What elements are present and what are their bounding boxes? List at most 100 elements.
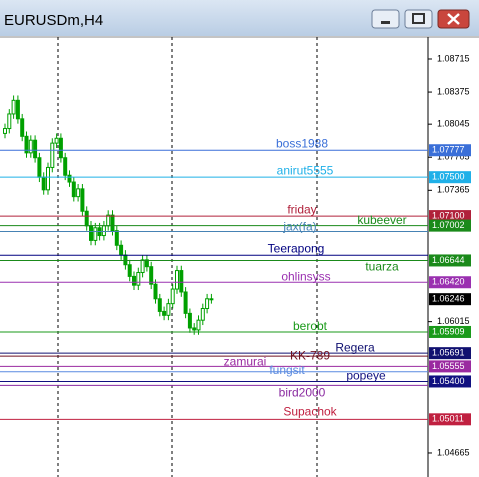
candle-body: [106, 214, 111, 227]
candle-body: [63, 157, 68, 176]
candle-body: [20, 118, 25, 137]
candle-body: [7, 113, 12, 130]
candle-body: [166, 303, 171, 316]
price-box-label: 1.06644: [432, 255, 465, 265]
candle-body: [33, 139, 38, 159]
candle-body: [200, 308, 205, 321]
candle-body: [136, 272, 141, 286]
candle-body: [67, 174, 72, 183]
candle-body: [28, 139, 33, 154]
y-tick-label: 1.08715: [437, 53, 470, 63]
price-box: [429, 171, 471, 184]
candle-body: [84, 210, 89, 227]
candle-body: [140, 259, 145, 274]
current-price-box: [429, 293, 471, 306]
candle-body: [123, 254, 128, 266]
line-label: jax(fa): [282, 220, 316, 234]
line-label: KK-789: [290, 348, 330, 362]
candle-body: [54, 137, 59, 144]
line-label: popeye: [346, 369, 386, 383]
candle-body: [157, 298, 162, 312]
y-tick-label: 1.08375: [437, 86, 470, 96]
candle-body: [183, 291, 188, 314]
price-box: [429, 144, 471, 157]
minimize-icon: [381, 21, 390, 24]
candle-body: [24, 135, 29, 154]
line-label: tuarza: [365, 260, 399, 274]
price-box-label: 1.05691: [432, 348, 465, 358]
price-box-label: 1.07100: [432, 210, 465, 220]
candle-body: [179, 270, 184, 293]
line-label: kubeever: [357, 213, 406, 227]
candle-body: [132, 275, 136, 286]
candle-body: [89, 225, 93, 241]
line-label: anirut5555: [277, 163, 334, 177]
price-box: [429, 210, 471, 223]
candle-body: [127, 264, 132, 277]
window-title: EURUSDm,H4: [4, 12, 103, 29]
candle-body: [41, 176, 46, 191]
line-label: zamurai: [224, 355, 267, 369]
candle-body: [144, 259, 149, 268]
candle-body: [46, 166, 50, 191]
candle-body: [119, 244, 124, 256]
candle-body: [76, 188, 81, 198]
line-label: friday: [287, 202, 316, 216]
restore-button[interactable]: [404, 9, 433, 29]
y-tick-label: 1.04665: [437, 447, 470, 457]
candle-body: [101, 225, 106, 237]
candle-body: [58, 137, 63, 159]
candle-body: [37, 157, 42, 178]
price-box: [429, 413, 471, 426]
y-tick-label: 1.07365: [437, 185, 470, 195]
candle-body: [205, 298, 210, 310]
line-label: Regera: [335, 340, 375, 354]
price-box: [429, 325, 471, 338]
candle-body: [50, 142, 55, 168]
y-tick-label: 1.07705: [437, 152, 470, 162]
candle-body: [80, 188, 85, 212]
candle-body: [110, 214, 115, 232]
line-label: bird2000: [279, 386, 326, 400]
current-price-label: 1.06246: [432, 294, 465, 304]
line-label: Supachok: [283, 404, 337, 418]
line-label: fungsit: [269, 363, 305, 377]
price-box: [429, 219, 471, 232]
candle-body: [71, 181, 76, 198]
candle-body: [93, 227, 98, 241]
y-tick-label: 1.08045: [437, 119, 470, 129]
line-label: boss1988: [276, 136, 328, 150]
price-box: [429, 254, 471, 267]
candle-body: [187, 312, 192, 329]
price-box-label: 1.07002: [432, 220, 465, 230]
candle-body: [149, 266, 154, 285]
candle-body: [15, 99, 20, 120]
price-box-label: 1.05011: [432, 414, 464, 424]
candle-body: [153, 283, 158, 300]
candle-body: [196, 319, 201, 331]
y-tick-label: 1.06015: [437, 316, 470, 326]
line-label: berobt: [293, 319, 328, 333]
price-box-label: 1.05555: [432, 361, 465, 371]
line-label: Teerapong: [268, 241, 325, 255]
window-buttons[interactable]: [371, 9, 470, 29]
candle-body: [209, 298, 214, 301]
price-box-label: 1.05400: [432, 376, 465, 386]
candle-body: [3, 128, 7, 134]
candle-body: [170, 288, 175, 305]
candle-body: [162, 310, 167, 316]
restore-icon: [412, 13, 425, 24]
price-box-label: 1.07500: [432, 172, 465, 182]
candle-body: [175, 270, 179, 290]
price-box: [429, 375, 471, 388]
line-label: ohlinsyss: [281, 269, 330, 283]
close-icon: [447, 13, 460, 25]
price-box-label: 1.05909: [432, 326, 465, 336]
price-box: [429, 347, 471, 360]
candle-body: [11, 99, 16, 115]
price-box-label: 1.07777: [432, 145, 465, 155]
minimize-button[interactable]: [371, 9, 400, 29]
price-box: [429, 360, 471, 373]
